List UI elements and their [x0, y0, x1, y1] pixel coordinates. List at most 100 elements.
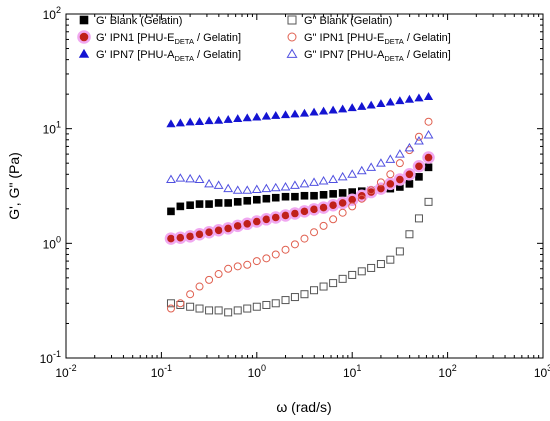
x-tick-label: 103 [534, 363, 550, 380]
point-gpp-ipn7 [356, 165, 367, 175]
legend-label-gp-blank: G' Blank (Gelatin) [96, 15, 182, 27]
point-gpp-ipn1 [329, 215, 338, 224]
point-gpp-blank [376, 260, 385, 269]
point-gpp-ipn7 [175, 173, 186, 182]
series-gpp-ipn1 [166, 117, 433, 313]
point-gp-ipn7 [271, 111, 281, 119]
point-gpp-blank [405, 230, 414, 239]
point-gpp-ipn7 [194, 174, 205, 184]
point-gp-ipn1 [415, 162, 423, 171]
data-marks [164, 92, 435, 317]
legend-label-gpp-ipn7: G" IPN7 [PHU-ADETA / Gelatin] [304, 49, 451, 63]
x-tick-label: 100 [248, 363, 266, 380]
point-gpp-blank [310, 286, 319, 295]
point-gp-ipn1 [424, 153, 433, 162]
point-gp-ipn7 [290, 109, 300, 118]
point-gp-ipn7 [280, 110, 291, 119]
point-gp-ipn1 [348, 195, 357, 204]
point-gp-blank [319, 191, 328, 199]
point-gpp-ipn7 [185, 173, 196, 183]
point-gpp-blank [252, 302, 261, 311]
point-gpp-ipn1 [262, 254, 271, 263]
point-gpp-ipn7 [347, 169, 358, 178]
point-gp-blank [262, 194, 271, 203]
point-gp-ipn7 [414, 93, 424, 102]
point-gpp-ipn7 [337, 171, 348, 181]
point-gpp-ipn1 [357, 194, 366, 203]
point-gpp-ipn7 [280, 182, 291, 191]
point-gpp-blank [271, 299, 280, 308]
point-gp-ipn7 [261, 111, 271, 120]
point-gp-ipn1 [224, 224, 232, 233]
series-gpp-ipn7 [166, 130, 434, 194]
legend-label-gp-ipn7: G' IPN7 [PHU-ADETA / Gelatin] [96, 49, 241, 63]
point-gp-blank [253, 195, 261, 204]
point-gpp-ipn1 [414, 132, 423, 141]
y-axis-label: G', G" (Pa) [6, 152, 22, 220]
point-gpp-ipn7 [270, 182, 281, 192]
point-gpp-ipn7 [166, 174, 176, 184]
point-gpp-blank [195, 304, 204, 313]
legend-marker-gp-ipn1 [79, 32, 89, 42]
point-gp-blank [214, 199, 223, 207]
point-gp-ipn1 [233, 222, 242, 230]
point-gp-blank [338, 189, 347, 197]
x-tick-label: 102 [438, 363, 456, 380]
point-gpp-ipn7 [309, 177, 319, 186]
point-gpp-ipn7 [423, 130, 434, 139]
series-gp-ipn1 [164, 151, 435, 245]
point-gp-ipn7 [357, 101, 367, 110]
legend-marker-gpp-ipn7 [286, 48, 298, 58]
point-gp-blank [415, 173, 423, 181]
point-gpp-ipn1 [319, 221, 328, 230]
point-gpp-ipn7 [223, 183, 234, 193]
point-gpp-ipn1 [348, 202, 357, 211]
point-gpp-ipn7 [375, 158, 386, 167]
point-gp-blank [224, 199, 232, 207]
point-gpp-blank [243, 304, 252, 313]
point-gpp-blank [338, 274, 347, 283]
point-gp-ipn7 [395, 96, 405, 105]
point-gp-blank [176, 202, 185, 211]
point-gpp-ipn7 [204, 178, 214, 188]
point-gpp-blank [186, 302, 195, 311]
point-gpp-ipn1 [424, 117, 433, 126]
axis-ticks [65, 13, 544, 359]
point-gp-ipn1 [167, 234, 175, 243]
point-gpp-ipn7 [251, 184, 262, 193]
point-gp-ipn1 [262, 215, 271, 224]
point-gp-ipn7 [166, 119, 176, 128]
point-gpp-blank [281, 296, 290, 305]
plot-frame [65, 13, 544, 359]
point-gpp-ipn1 [386, 170, 395, 179]
point-gp-ipn1 [300, 207, 309, 216]
point-gpp-ipn1 [166, 304, 175, 313]
point-gp-blank [243, 196, 252, 205]
point-gpp-ipn1 [376, 178, 385, 187]
point-gpp-ipn1 [252, 257, 261, 266]
point-gp-blank [195, 200, 204, 208]
point-gp-blank [205, 200, 213, 208]
legend-label-gpp-blank: G" Blank (Gelatin) [304, 15, 392, 27]
point-gp-ipn7 [185, 117, 195, 126]
point-gpp-ipn1 [243, 260, 252, 269]
point-gpp-ipn7 [385, 154, 396, 163]
point-gp-ipn7 [404, 94, 415, 103]
point-gp-ipn7 [385, 97, 395, 106]
point-gpp-blank [290, 293, 299, 302]
point-gp-ipn7 [328, 105, 338, 114]
legend-marker-gp-blank [79, 15, 89, 25]
point-gpp-ipn1 [205, 275, 214, 284]
point-gpp-blank [348, 270, 357, 279]
point-gpp-ipn7 [404, 142, 415, 152]
point-gp-ipn1 [195, 230, 204, 239]
point-gp-ipn7 [214, 115, 224, 124]
legend-marker-gpp-blank [287, 15, 297, 25]
point-gp-ipn1 [386, 180, 395, 188]
point-gpp-blank [166, 299, 175, 308]
point-gpp-ipn1 [300, 234, 309, 243]
point-gpp-blank [176, 300, 185, 309]
point-gp-ipn7 [318, 106, 329, 115]
point-gpp-ipn7 [318, 175, 329, 185]
x-axis-label: ω (rad/s) [276, 399, 331, 415]
